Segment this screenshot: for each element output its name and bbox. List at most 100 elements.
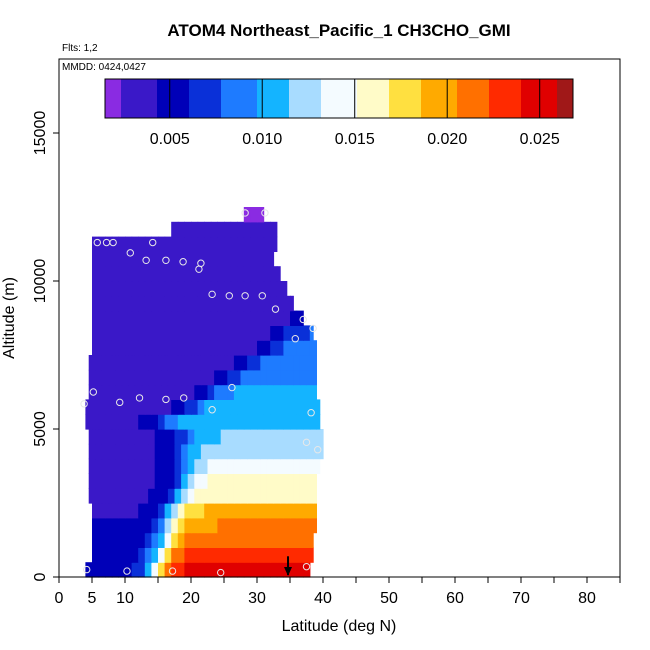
heatmap-cell [217, 399, 225, 415]
y-tick-label: 5000 [32, 411, 49, 447]
heatmap-cell [200, 458, 209, 474]
heatmap-cell [101, 488, 110, 504]
heatmap-cell [191, 517, 199, 534]
colorbar-segment [461, 79, 466, 118]
heatmap-cell [125, 414, 133, 430]
heatmap-cell [230, 547, 238, 563]
heatmap-cell [296, 340, 304, 356]
heatmap-cell [286, 369, 294, 386]
heatmap-cell [164, 310, 172, 326]
heatmap-cell [217, 517, 225, 534]
heatmap-cell [207, 473, 215, 489]
heatmap-cell [243, 251, 251, 267]
flight-point [162, 395, 170, 404]
heatmap-cell [263, 547, 271, 563]
heatmap-cell [247, 458, 255, 474]
colorbar-tick-label: 0.010 [242, 131, 282, 148]
heatmap-cell [296, 325, 304, 341]
heatmap-cell [306, 458, 314, 474]
heatmap-cell [253, 369, 261, 386]
heatmap-cell [95, 429, 103, 445]
heatmap-cell [184, 562, 192, 578]
heatmap-cell [154, 473, 162, 489]
heatmap-cell [224, 503, 232, 519]
colorbar-segment [329, 79, 334, 118]
heatmap-cell [250, 251, 258, 267]
heatmap-cell [257, 266, 265, 282]
heatmap-cell [108, 384, 116, 400]
flight-point [271, 305, 280, 313]
flight-point [93, 238, 101, 247]
heatmap-cell [220, 384, 228, 400]
heatmap-cell [266, 429, 275, 445]
heatmap-cell [128, 458, 136, 474]
heatmap-cell [88, 488, 96, 504]
heatmap-cell [131, 236, 139, 252]
heatmap-cell [177, 310, 185, 326]
heatmap-cell [197, 281, 205, 297]
heatmap-cell [191, 503, 199, 519]
heatmap-cell [108, 473, 116, 489]
colorbar-segment [293, 79, 298, 118]
heatmap-cell [118, 325, 126, 341]
heatmap-cell [266, 488, 275, 504]
colorbar-segment [237, 79, 242, 118]
heatmap-cell [296, 562, 304, 578]
heatmap-cell [184, 547, 192, 563]
heatmap-cell [115, 488, 123, 504]
heatmap-cell [233, 443, 242, 460]
heatmap-cell [105, 532, 113, 548]
heatmap-cell [224, 251, 232, 267]
heatmap-cell [306, 488, 314, 504]
heatmap-cell [306, 429, 314, 445]
heatmap-cell [158, 251, 166, 267]
heatmap-cell [276, 399, 284, 415]
heatmap-cell [138, 503, 146, 519]
heatmap-cell [95, 488, 103, 504]
colorbar-segment [437, 79, 442, 118]
heatmap-cell [273, 443, 281, 460]
heatmap-cell [125, 251, 133, 267]
heatmap-cell [207, 369, 215, 386]
heatmap-cell [164, 251, 172, 267]
colorbar-segment [353, 79, 358, 118]
heatmap-cell [224, 281, 232, 297]
heatmap-cell [270, 517, 278, 534]
heatmap-cell [131, 310, 139, 326]
colorbar-segment [105, 79, 110, 118]
heatmap-cell [303, 325, 311, 341]
heatmap-cell [187, 355, 195, 371]
heatmap-cell [92, 414, 100, 430]
colorbar-segment [281, 79, 286, 118]
heatmap-cell [177, 266, 185, 282]
heatmap-cell [161, 443, 169, 460]
heatmap-cell [260, 369, 268, 386]
heatmap-cell [111, 266, 119, 282]
heatmap-cell [92, 562, 100, 578]
colorbar-segment [465, 79, 470, 118]
heatmap-cell [204, 414, 212, 430]
heatmap-cell [313, 458, 321, 474]
heatmap-cell [197, 310, 205, 326]
heatmap-cell [309, 517, 317, 534]
heatmap-cell [174, 458, 182, 474]
heatmap-cell [177, 325, 185, 341]
colorbar-segment [429, 79, 434, 118]
heatmap-cell [111, 281, 119, 297]
heatmap-cell [105, 517, 113, 534]
flight-point [168, 567, 177, 575]
heatmap-cell [111, 547, 119, 563]
colorbar-segment [497, 79, 502, 118]
heatmap-cell [144, 325, 152, 341]
heatmap-cell [214, 443, 222, 460]
heatmap-cell [293, 473, 301, 489]
heatmap-cell [174, 429, 182, 445]
heatmap-cell [296, 532, 304, 548]
heatmap-cell [191, 310, 199, 326]
heatmap-cell [260, 429, 268, 445]
heatmap-cell [118, 340, 126, 356]
heatmap-cell [257, 340, 265, 356]
heatmap-cell [177, 281, 185, 297]
heatmap-cell [214, 488, 222, 504]
heatmap-cell [187, 429, 195, 445]
